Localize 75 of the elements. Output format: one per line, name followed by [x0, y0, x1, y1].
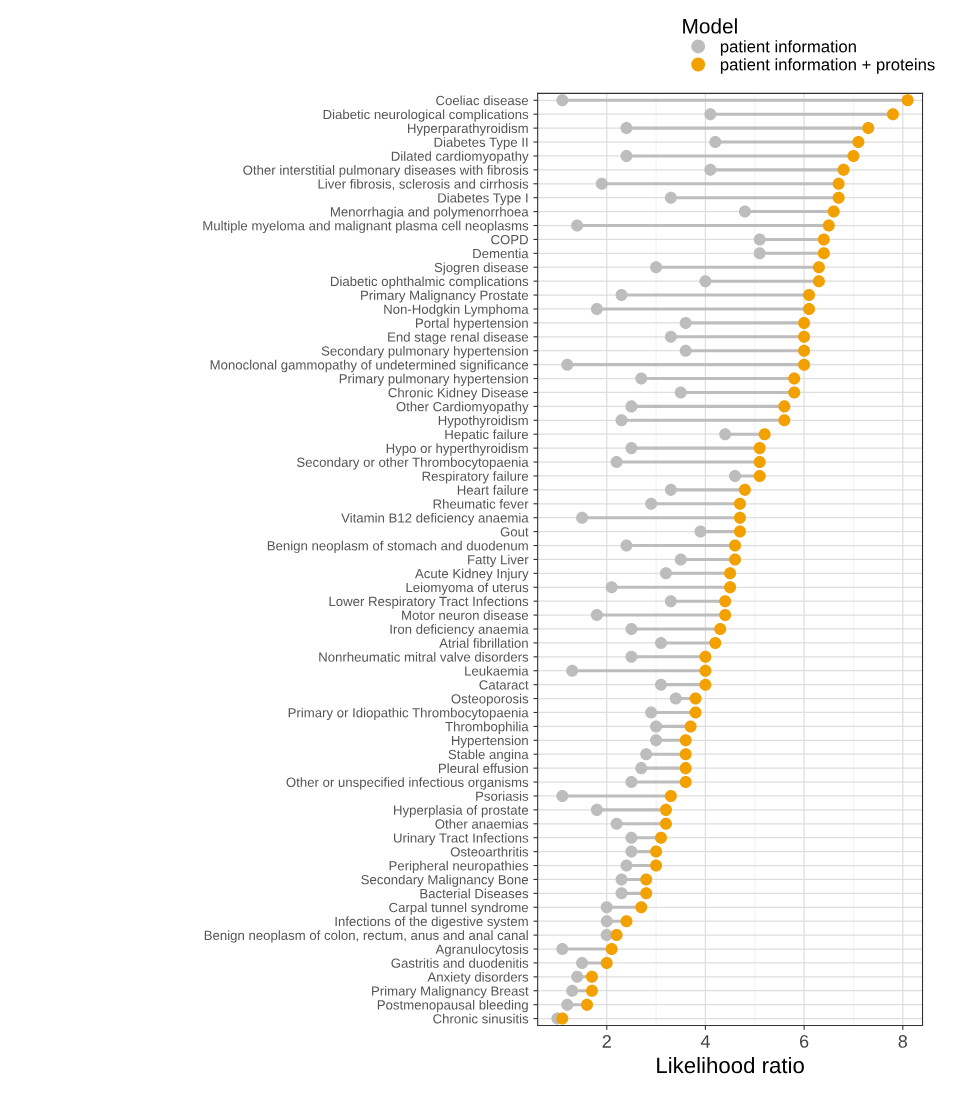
y-tick-label: Diabetic ophthalmic complications: [330, 276, 529, 289]
y-tick-label: Respiratory failure: [422, 471, 529, 484]
y-tick-label: Dilated cardiomyopathy: [391, 151, 529, 164]
y-tick-label: Primary or Idiopathic Thrombocytopaenia: [288, 707, 529, 720]
y-tick-label: Fatty Liver: [468, 554, 529, 567]
y-tick-label: Primary pulmonary hypertension: [339, 373, 528, 387]
y-tick-label: Iron deficiency anaemia: [390, 624, 529, 637]
y-tick-label: Monoclonal gammopathy of undetermined significance: [210, 359, 529, 373]
y-tick-label: Agranulocytosis: [435, 944, 529, 957]
y-tick-label: Rheumatic fever: [433, 499, 529, 509]
legend-label: patient information + proteins: [720, 58, 935, 74]
y-tick-label: Motor neuron disease: [402, 610, 529, 620]
y-tick-label: Dementia: [473, 248, 529, 259]
y-tick-label: Hypo or hyperthyroidism: [386, 443, 528, 456]
y-tick-label: Urinary Tract Infections: [394, 832, 529, 846]
y-tick-label: Chronic sinusitis: [433, 1013, 529, 1024]
y-tick-label: Chronic Kidney Disease: [388, 387, 529, 400]
y-tick-label: Bacterial Diseases: [420, 888, 529, 899]
y-tick-label: Leiomyoma of uterus: [406, 582, 529, 595]
y-tick-label: Vitamin B12 deficiency anaemia: [341, 512, 529, 526]
y-tick-label: Non-Hodgkin Lymphoma: [384, 304, 529, 317]
y-tick-label: Gout: [500, 527, 529, 537]
y-tick-label: Stable angina: [448, 749, 529, 762]
y-tick-label: End stage renal disease: [388, 332, 529, 345]
y-tick-label: Hyperplasia of prostate: [394, 805, 529, 818]
y-tick-label: Hypothyroidism: [438, 415, 528, 428]
y-tick-label: Other or unspecified infectious organisms: [286, 777, 529, 790]
legend-title: Model: [683, 18, 737, 34]
y-tick-label: Pleural effusion: [439, 763, 528, 774]
x-axis-title: Likelihood ratio: [657, 1056, 804, 1074]
y-tick-label: Menorrhagia and polymenorrhoea: [330, 206, 529, 220]
y-tick-label: Coeliac disease: [436, 95, 529, 106]
y-tick-label: Secondary Malignancy Bone: [361, 874, 529, 887]
y-tick-label: Leukaemia: [465, 665, 529, 676]
y-tick-label: Other interstitial pulmonary diseases with fibrosis: [243, 165, 529, 178]
y-tick-label: Hypertension: [451, 735, 528, 748]
x-tick-label: 2: [602, 1035, 611, 1048]
y-tick-label: Heart failure: [457, 485, 529, 495]
y-tick-label: Primary Malignancy Breast: [372, 985, 529, 999]
y-tick-label: Osteoporosis: [451, 693, 529, 707]
y-tick-label: Peripheral neuropathies: [389, 860, 529, 874]
y-tick-label: Primary Malignancy Prostate: [361, 290, 529, 303]
y-tick-label: Benign neoplasm of colon, rectum, anus and anal canal: [204, 930, 528, 943]
y-tick-label: Secondary pulmonary hypertension: [321, 345, 528, 359]
y-tick-label: Liver fibrosis, sclerosis and cirrhosis: [318, 178, 529, 191]
x-tick-label: 8: [898, 1035, 908, 1048]
y-tick-label: Diabetes Type II: [434, 137, 528, 150]
y-tick-label: Psoriasis: [476, 791, 529, 801]
legend-label: patient information: [720, 40, 856, 56]
y-tick-label: Sjogren disease: [434, 262, 529, 275]
y-tick-label: Acute Kidney Injury: [414, 568, 529, 581]
y-tick-label: Gastritis and duodenitis: [391, 958, 529, 968]
y-tick-label: COPD: [491, 234, 529, 245]
y-tick-label: Cataract: [479, 680, 529, 690]
y-tick-label: Lower Respiratory Tract Infections: [329, 596, 529, 609]
y-tick-label: Benign neoplasm of stomach and duodenum: [267, 540, 528, 554]
y-tick-label: Other anaemias: [435, 819, 529, 829]
y-tick-label: Secondary or other Thrombocytopaenia: [296, 457, 529, 470]
x-tick-label: 4: [700, 1035, 710, 1048]
y-tick-label: Osteoarthritis: [450, 846, 529, 857]
y-tick-label: Infections of the digestive system: [335, 916, 528, 929]
y-tick-label: Carpal tunnel syndrome: [389, 902, 529, 915]
y-tick-label: Thrombophilia: [445, 721, 529, 734]
y-tick-label: Diabetes Type I: [438, 192, 528, 206]
y-tick-label: Hyperparathyroidism: [408, 123, 528, 136]
y-tick-label: Diabetic neurological complications: [323, 109, 529, 122]
y-tick-label: Anxiety disorders: [427, 972, 529, 985]
y-tick-label: Nonrheumatic mitral valve disorders: [319, 652, 529, 662]
x-tick-label: 6: [800, 1035, 809, 1048]
y-tick-label: Hepatic failure: [445, 429, 529, 442]
y-tick-label: Multiple myeloma and malignant plasma cell neoplasms: [203, 220, 529, 234]
y-tick-label: Atrial fibrillation: [439, 638, 528, 648]
y-tick-label: Other Cardiomyopathy: [396, 401, 529, 414]
y-tick-label: Postmenopausal bleeding: [377, 999, 528, 1013]
y-tick-label: Portal hypertension: [416, 318, 528, 331]
